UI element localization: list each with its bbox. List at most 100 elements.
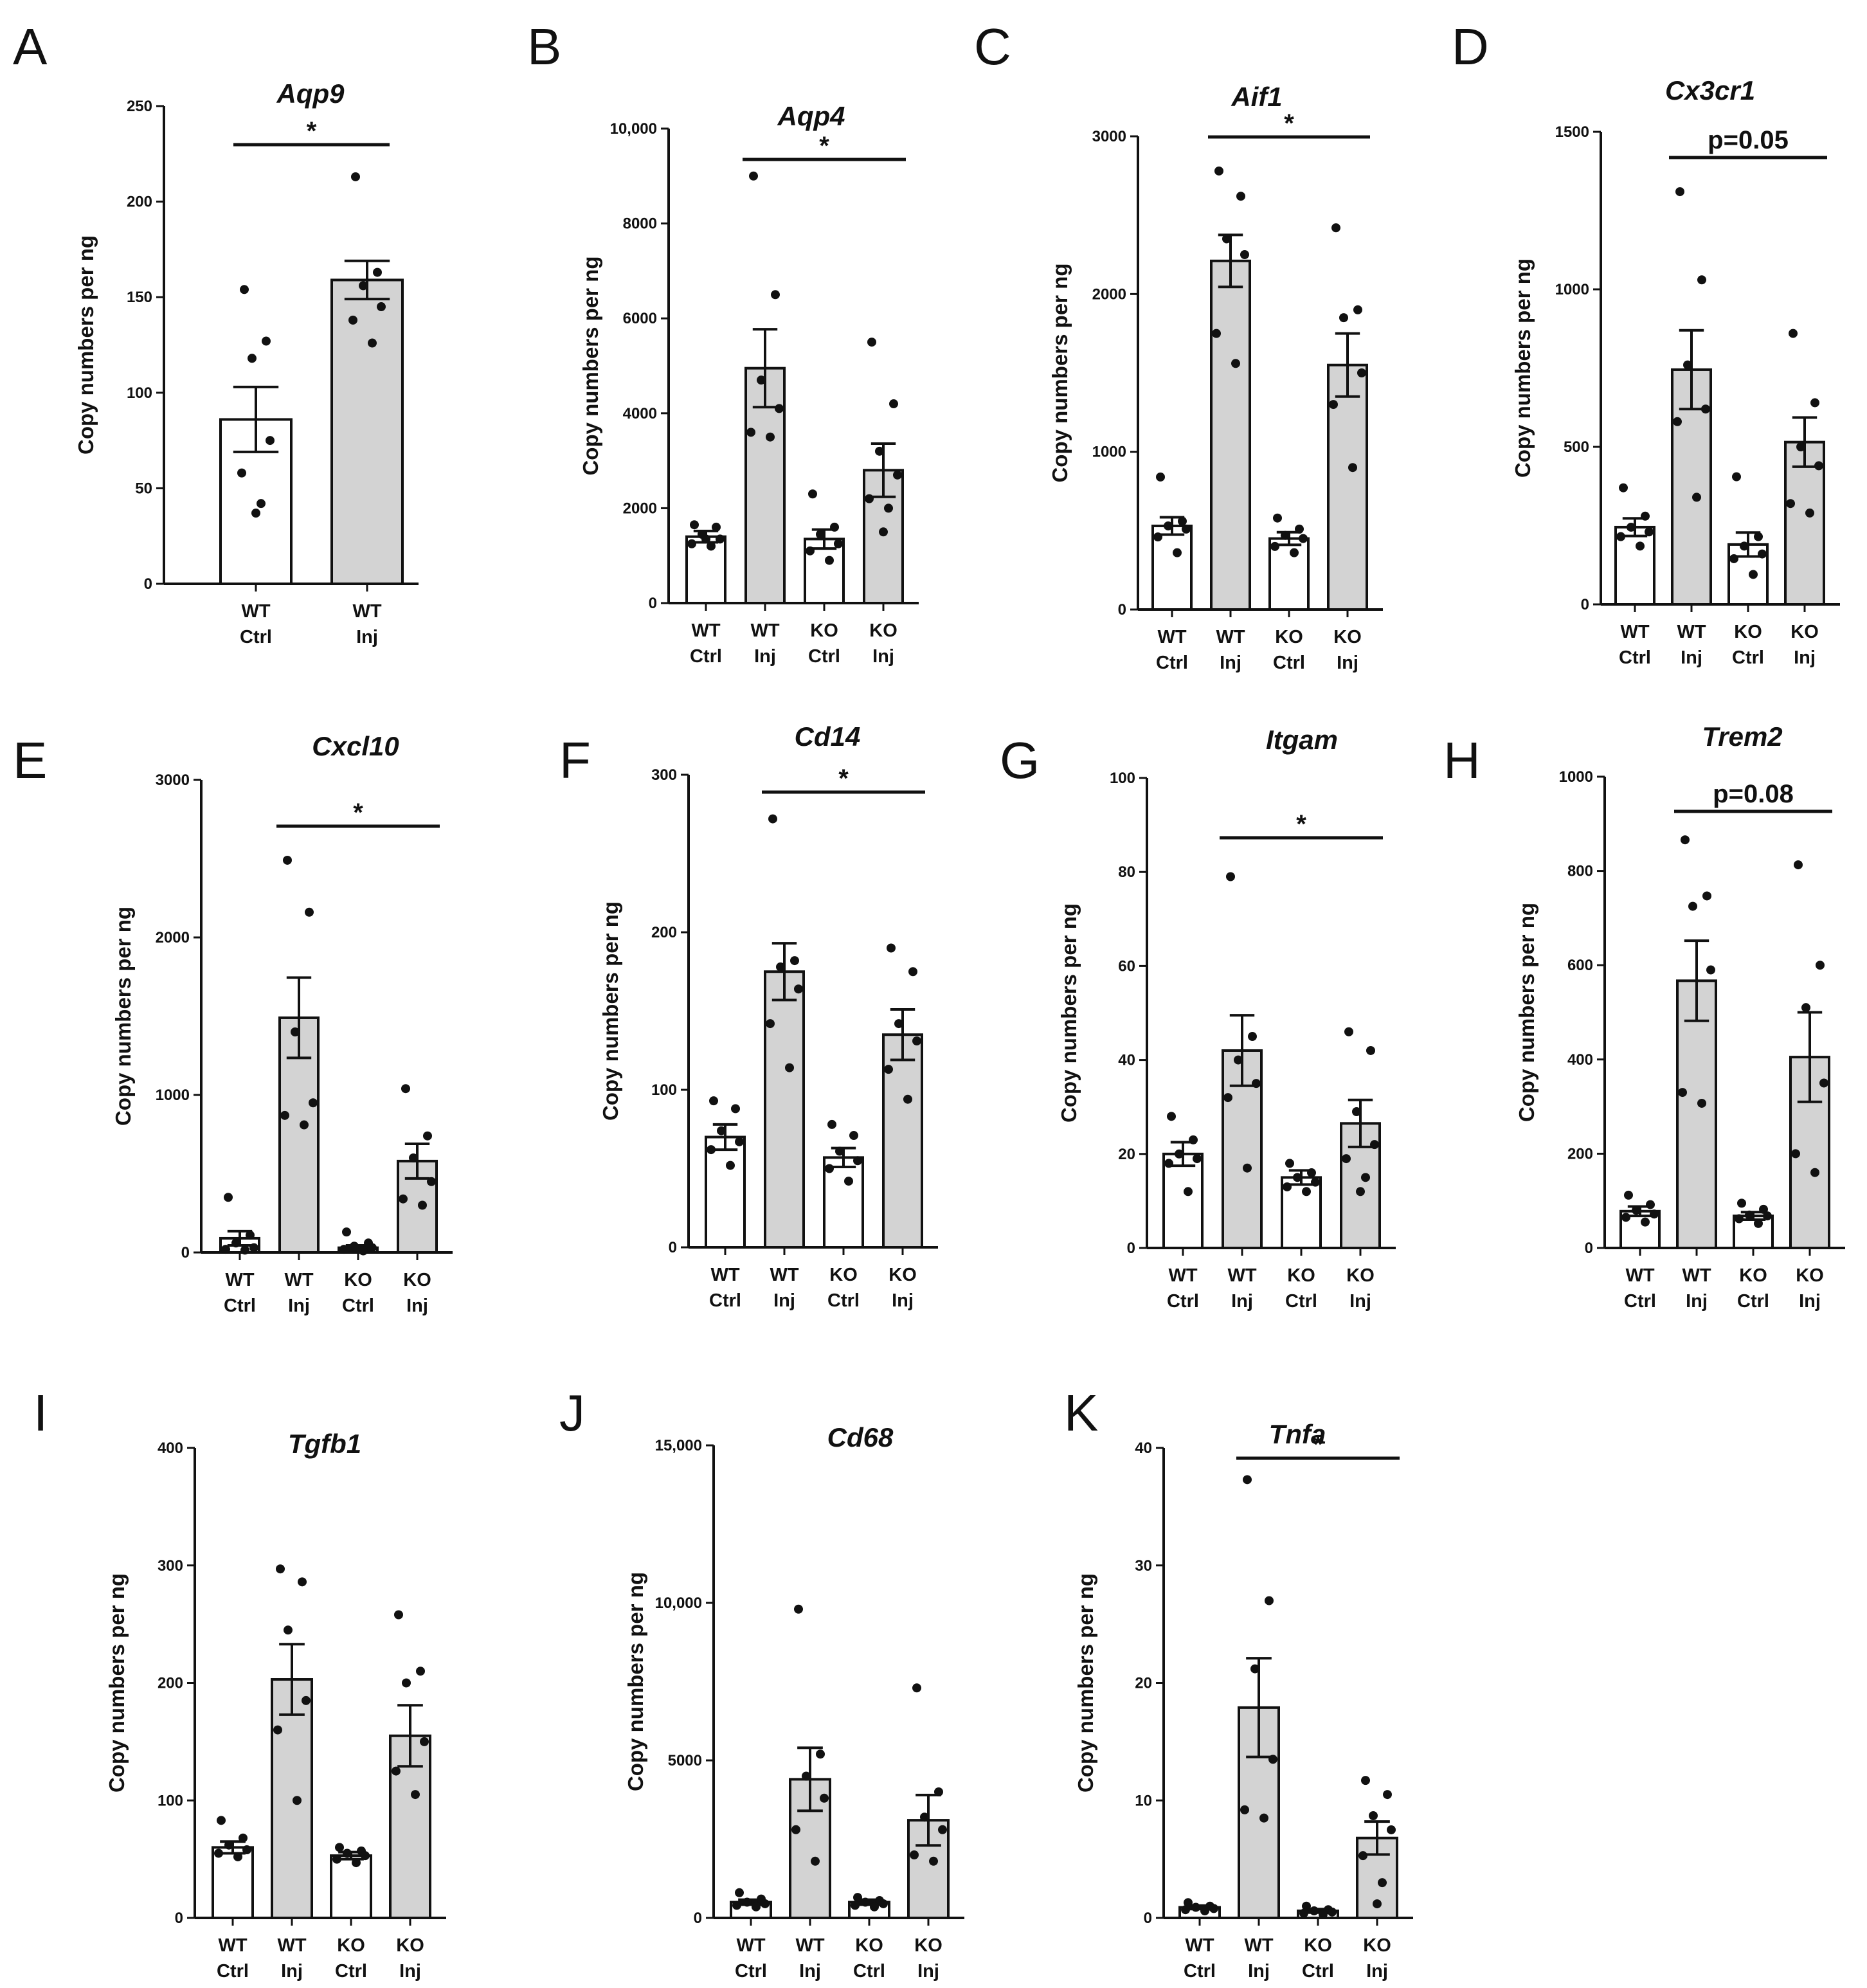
x-category-label: Inj bbox=[917, 1961, 939, 1982]
data-point bbox=[420, 1737, 429, 1746]
data-point bbox=[790, 956, 799, 966]
x-category-label: WT bbox=[1168, 1265, 1197, 1286]
data-point bbox=[1293, 1173, 1302, 1182]
data-point bbox=[1240, 1805, 1249, 1814]
data-point bbox=[934, 1787, 943, 1796]
y-tick-label: 1500 bbox=[1555, 123, 1589, 141]
panel-letter: I bbox=[33, 1384, 48, 1441]
data-point bbox=[1366, 1045, 1375, 1055]
y-axis-label: Copy numbers per ng bbox=[111, 907, 135, 1126]
panel-k: K Tnfa Copy numbers per ng 0 10 20 30 40 WT Ctrl W… bbox=[1064, 1384, 1413, 1982]
data-point bbox=[844, 1177, 853, 1186]
data-point bbox=[752, 1902, 761, 1911]
data-point bbox=[1248, 1032, 1257, 1042]
x-category-label: Ctrl bbox=[217, 1961, 249, 1982]
data-point bbox=[1259, 1813, 1268, 1823]
data-point bbox=[339, 1245, 348, 1254]
panel-i: I Tgfb1 Copy numbers per ng 0 100 200 300 400 WT… bbox=[33, 1384, 446, 1982]
x-category-label: Inj bbox=[799, 1961, 821, 1982]
x-category-label: Inj bbox=[288, 1296, 310, 1316]
panel-b: B Aqp4 Copy numbers per ng 0 2000 4000 6000 800… bbox=[527, 18, 919, 667]
x-category-label: Ctrl bbox=[342, 1296, 374, 1316]
data-point bbox=[1735, 1214, 1744, 1224]
data-point bbox=[1234, 1055, 1243, 1065]
data-point bbox=[1370, 1140, 1379, 1150]
significance-label: * bbox=[307, 117, 317, 145]
data-point bbox=[766, 432, 775, 442]
data-point bbox=[766, 1019, 775, 1029]
data-point bbox=[1759, 1204, 1768, 1214]
x-category-label: Inj bbox=[1681, 647, 1702, 668]
data-point bbox=[1250, 1664, 1259, 1674]
x-category-label: KO bbox=[869, 620, 897, 641]
data-point bbox=[707, 1145, 716, 1155]
data-point bbox=[1231, 359, 1240, 368]
y-axis-label: Copy numbers per ng bbox=[624, 1572, 647, 1791]
data-point bbox=[302, 1695, 311, 1705]
y-tick-label: 200 bbox=[1567, 1145, 1593, 1162]
data-point bbox=[1819, 1078, 1828, 1088]
x-category-label: WT bbox=[1227, 1265, 1256, 1286]
y-tick-label: 1000 bbox=[1092, 444, 1126, 461]
x-category-label: WT bbox=[1216, 627, 1245, 647]
data-point bbox=[1226, 872, 1235, 881]
data-point bbox=[1164, 521, 1173, 530]
bar bbox=[212, 1846, 254, 1920]
data-point bbox=[1816, 961, 1825, 970]
data-point bbox=[834, 539, 843, 548]
data-point bbox=[1189, 1135, 1198, 1144]
x-category-label: Ctrl bbox=[709, 1290, 741, 1311]
data-point bbox=[1299, 1908, 1308, 1918]
data-point bbox=[851, 1901, 860, 1910]
y-tick-label: 0 bbox=[181, 1244, 190, 1261]
data-point bbox=[373, 267, 382, 277]
data-point bbox=[1737, 1198, 1746, 1208]
panel-letter: C bbox=[974, 18, 1011, 75]
data-point bbox=[802, 1771, 811, 1781]
x-category-label: Ctrl bbox=[240, 627, 272, 647]
bar bbox=[1676, 979, 1717, 1250]
significance-label: p=0.08 bbox=[1713, 780, 1794, 808]
data-point bbox=[835, 1146, 844, 1156]
data-point bbox=[853, 1893, 862, 1902]
data-point bbox=[717, 1126, 726, 1135]
data-point bbox=[359, 281, 368, 291]
data-point bbox=[757, 375, 766, 385]
x-category-label: KO bbox=[403, 1270, 431, 1290]
y-axis-label: Copy numbers per ng bbox=[1057, 903, 1081, 1123]
data-point bbox=[402, 1678, 411, 1688]
panel-g: G Itgam Copy numbers per ng 0 20 40 60 80 100 WT C… bbox=[1000, 725, 1396, 1312]
data-point bbox=[1796, 442, 1805, 451]
data-point bbox=[893, 470, 902, 480]
x-category-label: Ctrl bbox=[735, 1961, 767, 1982]
data-point bbox=[690, 520, 699, 530]
data-point bbox=[1270, 541, 1279, 551]
x-category-label: WT bbox=[1185, 1935, 1214, 1956]
x-category-label: WT bbox=[1625, 1265, 1654, 1286]
panel-letter: B bbox=[527, 18, 561, 75]
data-point bbox=[1632, 1206, 1641, 1215]
x-category-label: WT bbox=[1244, 1935, 1273, 1956]
data-point bbox=[806, 546, 815, 556]
data-point bbox=[224, 1840, 233, 1850]
data-point bbox=[1331, 223, 1340, 233]
x-category-label: KO bbox=[810, 620, 838, 641]
x-category-label: KO bbox=[855, 1935, 883, 1956]
data-point bbox=[1681, 835, 1690, 845]
panel-letter: K bbox=[1064, 1384, 1098, 1441]
x-category-label: Inj bbox=[1337, 653, 1358, 673]
x-category-label: Inj bbox=[281, 1961, 303, 1982]
y-tick-label: 0 bbox=[1118, 601, 1126, 619]
data-point bbox=[1302, 1901, 1311, 1911]
y-tick-label: 1000 bbox=[156, 1087, 190, 1104]
data-point bbox=[1810, 398, 1819, 408]
data-point bbox=[825, 1164, 834, 1173]
data-point bbox=[214, 1848, 223, 1858]
data-point bbox=[1348, 463, 1357, 473]
data-point bbox=[1164, 1159, 1173, 1168]
data-point bbox=[1675, 187, 1684, 197]
y-tick-label: 250 bbox=[127, 98, 152, 115]
data-point bbox=[1268, 1755, 1277, 1764]
x-category-label: Inj bbox=[872, 646, 894, 667]
data-point bbox=[889, 399, 898, 409]
